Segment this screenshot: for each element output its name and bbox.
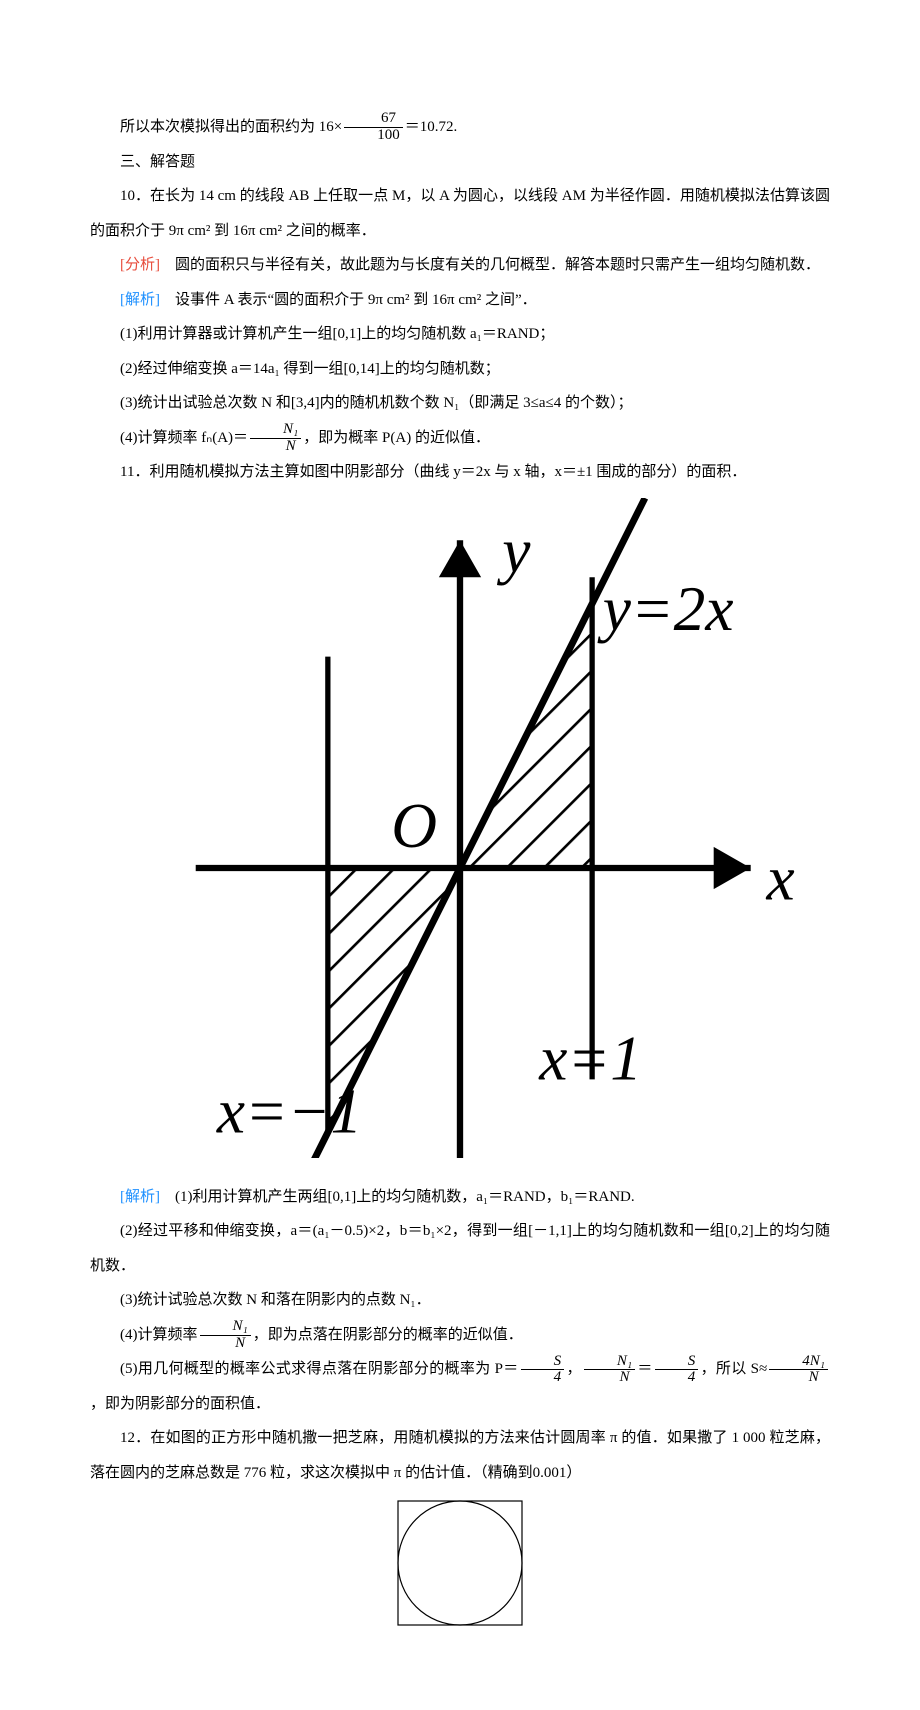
solution-label: [解析] — [120, 292, 160, 308]
q11-step-1: [解析] (1)利用计算机产生两组[0,1]上的均匀随机数，a₁＝RAND，b₁… — [90, 1180, 830, 1215]
fraction-s-4-a: S4 — [521, 1354, 565, 1387]
fraction-n1-n-b: N₁N — [200, 1319, 251, 1352]
fraction-n1-n-c: N₁N — [584, 1354, 635, 1387]
q10-s4-suffix: ，即为概率 P(A) 的近似值． — [303, 430, 490, 446]
solution-label: [解析] — [120, 1189, 160, 1205]
origin-label: O — [391, 789, 437, 860]
q10-analysis-text: 圆的面积只与半径有关，故此题为与长度有关的几何概型．解答本题时只需产生一组均匀随… — [160, 257, 820, 273]
figure-1: y x y=2x O x=−1 x=1 — [90, 498, 830, 1172]
graph-y-2x-icon: y x y=2x O x=−1 x=1 — [90, 498, 830, 1159]
x-axis-label: x — [766, 842, 795, 913]
q10-analysis: [分析] 圆的面积只与半径有关，故此题为与长度有关的几何概型．解答本题时只需产生… — [90, 248, 830, 283]
q10-step-3: (3)统计出试验总次数 N 和[3,4]内的随机机数个数 N₁（即满足 3≤a≤… — [90, 386, 830, 421]
question-11: 11．利用随机模拟方法主算如图中阴影部分（曲线 y＝2x 与 x 轴，x＝±1 … — [90, 455, 830, 490]
q10-step-2: (2)经过伸缩变换 a＝14a₁ 得到一组[0,14]上的均匀随机数； — [90, 352, 830, 387]
section-3-title: 三、解答题 — [90, 145, 830, 180]
q10-sol-intro-text: 设事件 A 表示“圆的面积介于 9π cm² 到 16π cm² 之间”． — [160, 292, 537, 308]
q11-s4-suffix: ，即为点落在阴影部分的概率的近似值． — [253, 1327, 523, 1343]
fraction-s-4-b: S4 — [655, 1354, 699, 1387]
q11-s5-p5: ，即为阴影部分的面积值． — [90, 1396, 270, 1412]
circle-in-square-icon — [395, 1498, 525, 1628]
q10-s4-prefix: (4)计算频率 fₙ(A)＝ — [120, 430, 248, 446]
q11-s5-p1: (5)用几何概型的概率公式求得点落在阴影部分的概率为 P＝ — [120, 1361, 519, 1377]
q10-step-1: (1)利用计算器或计算机产生一组[0,1]上的均匀随机数 a₁＝RAND； — [90, 317, 830, 352]
page-container: 所以本次模拟得出的面积约为 16×67100＝10.72. 三、解答题 10．在… — [0, 0, 920, 1710]
question-12: 12．在如图的正方形中随机撒一把芝麻，用随机模拟的方法来估计圆周率 π 的值．如… — [90, 1421, 830, 1490]
area-result-line: 所以本次模拟得出的面积约为 16×67100＝10.72. — [90, 110, 830, 145]
fraction-4n1-n: 4N₁N — [769, 1354, 828, 1387]
fraction-67-100: 67100 — [344, 111, 403, 144]
fraction-n1-n: N₁N — [250, 422, 301, 455]
question-10: 10．在长为 14 cm 的线段 AB 上任取一点 M，以 A 为圆心，以线段 … — [90, 179, 830, 248]
xpos-label: x=1 — [538, 1022, 642, 1093]
xneg-label: x=−1 — [216, 1075, 362, 1146]
figure-2 — [90, 1498, 830, 1642]
q10-solution-intro: [解析] 设事件 A 表示“圆的面积介于 9π cm² 到 16π cm² 之间… — [90, 283, 830, 318]
q10-step-4: (4)计算频率 fₙ(A)＝N₁N，即为概率 P(A) 的近似值． — [90, 421, 830, 456]
q11-s1-text: (1)利用计算机产生两组[0,1]上的均匀随机数，a₁＝RAND，b₁＝RAND… — [160, 1189, 635, 1205]
q11-step-3: (3)统计试验总次数 N 和落在阴影内的点数 N₁． — [90, 1283, 830, 1318]
q11-s5-p2: ， — [566, 1361, 582, 1377]
q11-step-5: (5)用几何概型的概率公式求得点落在阴影部分的概率为 P＝S4，N₁N＝S4，所… — [90, 1352, 830, 1421]
q11-step-4: (4)计算频率N₁N，即为点落在阴影部分的概率的近似值． — [90, 1318, 830, 1353]
q11-s5-p4: ，所以 S≈ — [700, 1361, 767, 1377]
curve-label: y=2x — [597, 573, 734, 644]
analysis-label: [分析] — [120, 257, 160, 273]
q11-s4-prefix: (4)计算频率 — [120, 1327, 198, 1343]
area-result-suffix: ＝10.72. — [405, 119, 458, 135]
y-axis-label: y — [496, 514, 531, 585]
area-result-prefix: 所以本次模拟得出的面积约为 16× — [120, 119, 342, 135]
q11-step-2: (2)经过平移和伸缩变换，a＝(a₁－0.5)×2，b＝b₁×2，得到一组[－1… — [90, 1214, 830, 1283]
q11-s5-p3: ＝ — [637, 1361, 653, 1377]
